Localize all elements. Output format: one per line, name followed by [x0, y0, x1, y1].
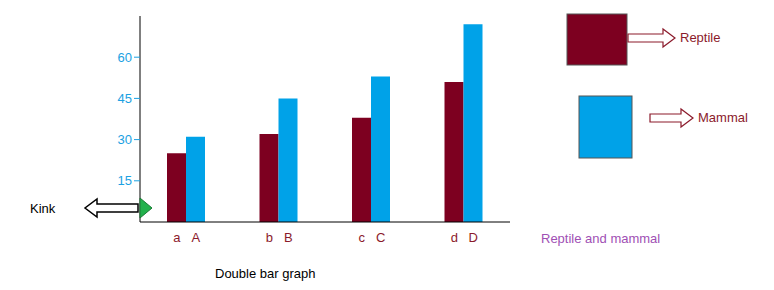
svg-text:30: 30: [118, 132, 132, 147]
svg-text:Reptile and mammal: Reptile and mammal: [541, 231, 660, 246]
svg-text:b: b: [266, 230, 273, 245]
svg-text:d: d: [451, 230, 458, 245]
svg-text:Double bar graph: Double bar graph: [215, 266, 315, 281]
svg-text:45: 45: [118, 91, 132, 106]
svg-text:Kink: Kink: [30, 201, 56, 216]
svg-text:a: a: [173, 230, 181, 245]
svg-text:Mammal: Mammal: [698, 110, 748, 125]
svg-text:Reptile: Reptile: [680, 30, 720, 45]
svg-text:60: 60: [118, 50, 132, 65]
svg-text:15: 15: [118, 173, 132, 188]
svg-text:B: B: [284, 230, 293, 245]
svg-text:D: D: [469, 230, 478, 245]
svg-text:C: C: [376, 230, 385, 245]
svg-text:c: c: [359, 230, 366, 245]
svg-text:A: A: [191, 230, 200, 245]
